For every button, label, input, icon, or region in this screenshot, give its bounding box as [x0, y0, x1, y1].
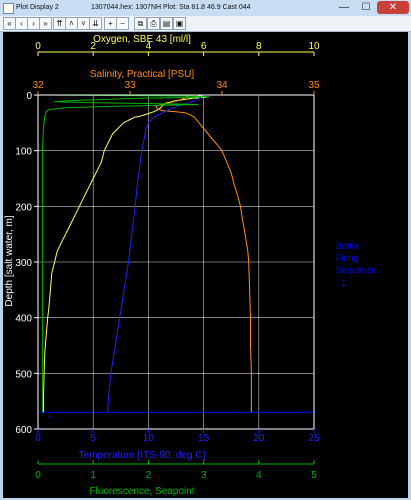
oxygen-tick-label-6: 6 [201, 41, 207, 52]
legend-title-line-3: Sequence [336, 265, 377, 275]
fluorescence-tick-label-5: 5 [311, 470, 317, 481]
window-title: Plot Display 2 [16, 4, 59, 11]
legend-title-line-2: Firing [336, 253, 359, 263]
minimize-button[interactable]: — [339, 2, 349, 13]
temperature-tick-label-25: 25 [308, 433, 320, 444]
zoom-in-icon[interactable]: + [104, 17, 117, 30]
grid [38, 95, 314, 429]
plot-area: 0 100 200 300 400 500 600 0 2 4 6 8 10 32 33 34 35 0 5 10 15… [3, 32, 408, 498]
oxygen-tick-label-8: 8 [256, 41, 262, 52]
legend-title-line-1: Bottle [336, 241, 359, 251]
temperature-profile-line [107, 94, 204, 413]
save-icon[interactable]: ▣ [173, 17, 186, 30]
salinity-tick-label-33: 33 [124, 80, 136, 91]
last-icon[interactable]: » [39, 17, 52, 30]
legend-entry-1: 1 [341, 278, 346, 288]
file-title: 1307044.hex: 1307NH Plot: Sta 81.8 46.9 … [91, 4, 251, 11]
depth-axis-label: Depth [salt water, m] [4, 215, 15, 306]
fluorescence-profile-line [41, 94, 210, 413]
print-preview-icon[interactable]: ▤ [160, 17, 173, 30]
zoom-out-icon[interactable]: − [116, 17, 129, 30]
fluorescence-axis-label: Fluorescence, Seapoint [89, 486, 194, 497]
salinity-axis-label: Salinity, Practical [PSU] [90, 69, 195, 80]
oxygen-axis-label: Oxygen, SBE 43 [ml/l] [93, 34, 191, 45]
salinity-tick-label-34: 34 [216, 80, 228, 91]
depth-tick-label-100: 100 [15, 147, 32, 158]
depth-tick-label-500: 500 [15, 369, 32, 380]
maximize-button[interactable]: ☐ [361, 2, 371, 13]
toolbar: «‹ ›» ⇈ ˄ ˅ ⇊ + − ⧉ ⎙ ▤ ▣ [0, 16, 411, 32]
print-icon[interactable]: ⎙ [147, 17, 160, 30]
temperature-tick-label-0: 0 [35, 433, 41, 444]
series-layer [38, 94, 314, 413]
fluorescence-tick-label-2: 2 [146, 470, 152, 481]
oxygen-tick-label-2: 2 [90, 41, 96, 52]
oxygen-profile-line [43, 94, 207, 413]
salinity-profile-line [155, 94, 252, 413]
salinity-tick-label-32: 32 [32, 80, 44, 91]
depth-tick-label-200: 200 [15, 202, 32, 213]
depth-tick-label-300: 300 [15, 258, 32, 269]
up-double-icon[interactable]: ⇈ [53, 17, 66, 30]
temperature-tick-label-5: 5 [90, 433, 96, 444]
depth-tick-label-0: 0 [26, 91, 32, 102]
oxygen-tick-label-4: 4 [146, 41, 152, 52]
temperature-axis-label: Temperature [ITS-90, deg C] [79, 450, 206, 461]
bottle-marker-label: 1 [47, 410, 52, 420]
fluorescence-tick-label-4: 4 [256, 470, 262, 481]
fluorescence-tick-label-3: 3 [201, 470, 207, 481]
copy-icon[interactable]: ⧉ [134, 17, 147, 30]
fluorescence-tick-label-1: 1 [90, 470, 96, 481]
oxygen-tick-label-10: 10 [308, 41, 320, 52]
down-double-icon[interactable]: ⇊ [89, 17, 102, 30]
fluorescence-tick-label-0: 0 [35, 470, 41, 481]
depth-tick-label-400: 400 [15, 314, 32, 325]
oxygen-tick-label-0: 0 [35, 41, 41, 52]
window-titlebar: Plot Display 2 1307044.hex: 1307NH Plot:… [0, 0, 411, 16]
app-icon [3, 3, 14, 14]
temperature-tick-label-10: 10 [143, 433, 155, 444]
close-button[interactable]: ✕ [377, 1, 409, 14]
temperature-tick-label-15: 15 [198, 433, 210, 444]
salinity-tick-label-35: 35 [308, 80, 320, 91]
temperature-tick-label-20: 20 [253, 433, 265, 444]
depth-tick-label-600: 600 [15, 425, 32, 436]
